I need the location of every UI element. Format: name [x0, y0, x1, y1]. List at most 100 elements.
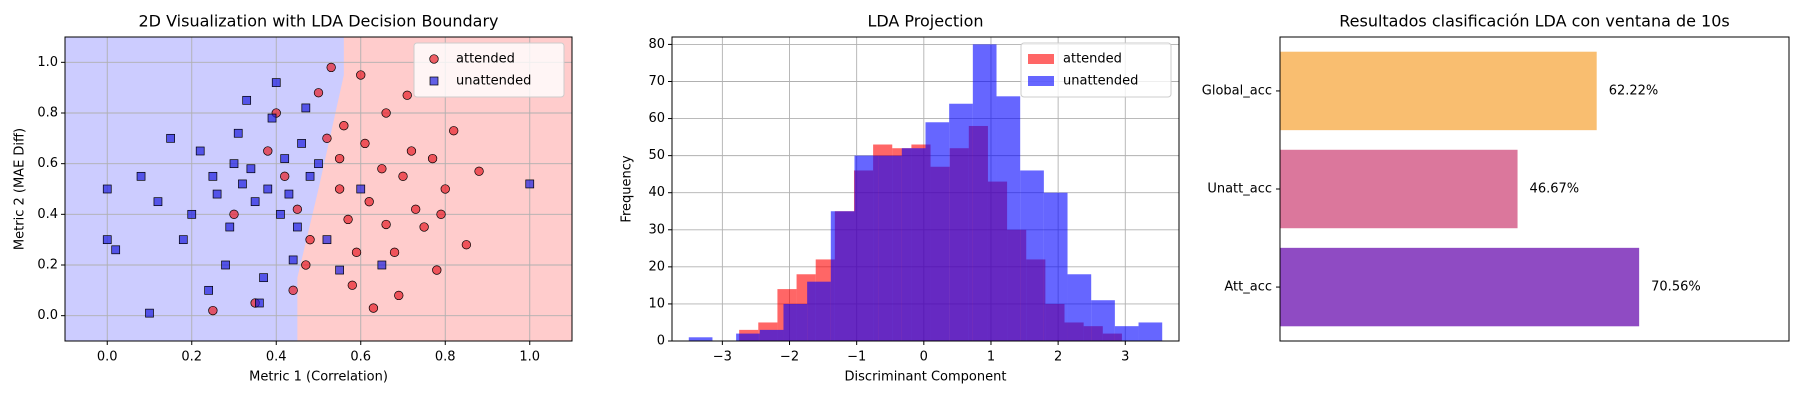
- bar: [1280, 149, 1518, 229]
- x-tick-label: −1: [847, 350, 866, 365]
- y-tick-label: 0.4: [37, 207, 58, 222]
- point: [436, 209, 446, 219]
- point: [221, 260, 230, 270]
- point: [389, 247, 400, 257]
- bar: [1138, 322, 1163, 341]
- bar: [736, 333, 760, 341]
- point: [334, 184, 345, 194]
- bar: [1091, 300, 1115, 341]
- point: [259, 273, 268, 283]
- bar: [807, 281, 831, 341]
- legend-marker: [429, 76, 439, 86]
- point: [335, 265, 344, 275]
- y-tick-label: Unatt_acc: [1207, 182, 1272, 197]
- axes-frame: [671, 36, 1180, 342]
- y-tick-label: 0.6: [37, 156, 58, 171]
- axes-frame: [64, 36, 573, 342]
- x-tick-label: 0.0: [97, 350, 118, 365]
- legend-swatch: [1028, 76, 1054, 86]
- bar: [925, 122, 950, 341]
- point: [288, 285, 298, 295]
- bar: [1280, 247, 1640, 327]
- point: [293, 222, 302, 232]
- point: [250, 197, 260, 207]
- point: [326, 62, 336, 73]
- axes-frame: [1279, 36, 1790, 342]
- point: [178, 235, 188, 245]
- legend-box: [413, 42, 565, 98]
- point: [208, 171, 218, 181]
- point: [301, 103, 311, 113]
- point: [377, 164, 387, 174]
- point: [166, 133, 175, 143]
- legend-label: unattended: [1063, 74, 1138, 89]
- point: [461, 240, 472, 250]
- point: [381, 108, 391, 118]
- data-label: 70.56%: [1651, 280, 1701, 295]
- point: [368, 303, 379, 313]
- point: [398, 171, 408, 181]
- legend-box: [1020, 42, 1172, 98]
- legend-label: attended: [456, 52, 515, 67]
- x-tick-label: 1: [987, 350, 995, 365]
- point: [246, 164, 256, 174]
- y-tick-label: Global_acc: [1202, 83, 1272, 98]
- legend: attended unattended: [413, 42, 565, 98]
- point: [195, 146, 205, 156]
- bar: [1114, 326, 1139, 341]
- point: [432, 265, 442, 275]
- point: [314, 159, 323, 169]
- point: [313, 88, 324, 98]
- point: [339, 121, 349, 131]
- point: [351, 247, 362, 257]
- point: [229, 209, 239, 219]
- x-tick-label: −2: [780, 350, 799, 365]
- x-tick-label: 3: [1121, 350, 1129, 365]
- point: [280, 171, 290, 181]
- bar: [972, 44, 997, 341]
- point: [440, 184, 450, 194]
- point: [225, 222, 235, 232]
- x-axis-label: Metric 1 (Correlation): [249, 370, 388, 385]
- x-tick-label: −3: [713, 350, 732, 365]
- point: [292, 204, 303, 214]
- point: [102, 235, 112, 245]
- y-tick-label: 80: [648, 37, 665, 52]
- bar: [688, 337, 713, 341]
- y-tick-label: 1.0: [37, 55, 58, 70]
- legend-marker: [429, 54, 439, 64]
- point: [111, 245, 121, 255]
- point: [297, 139, 306, 148]
- point: [153, 197, 163, 207]
- point: [301, 260, 311, 270]
- y-axis-label: Frequency: [620, 155, 635, 222]
- x-tick-label: 0.8: [435, 350, 456, 365]
- bar: [854, 155, 879, 341]
- x-tick-label: 0.6: [350, 350, 371, 365]
- point: [474, 166, 484, 176]
- point: [288, 255, 298, 265]
- y-tick-label: 0.2: [37, 258, 58, 273]
- y-tick-label: 30: [648, 222, 665, 237]
- point: [360, 138, 370, 149]
- point: [145, 308, 154, 318]
- point: [271, 78, 281, 87]
- y-tick-label: 0: [657, 334, 665, 349]
- bar: [1043, 192, 1068, 341]
- point: [334, 153, 345, 164]
- bar: [1280, 51, 1597, 131]
- data-label: 62.22%: [1609, 83, 1659, 98]
- series: [102, 78, 535, 318]
- y-tick-label: 70: [648, 74, 665, 89]
- bar: [901, 148, 926, 341]
- x-tick-label: 0: [920, 350, 928, 365]
- point: [394, 290, 404, 301]
- data-label: 46.67%: [1530, 182, 1580, 197]
- bar: [878, 155, 902, 341]
- y-tick-label: Att_acc: [1224, 280, 1272, 295]
- point: [136, 171, 146, 181]
- point: [280, 154, 290, 163]
- point: [263, 146, 273, 156]
- y-axis-label: Metric 2 (MAE Diff): [13, 128, 28, 250]
